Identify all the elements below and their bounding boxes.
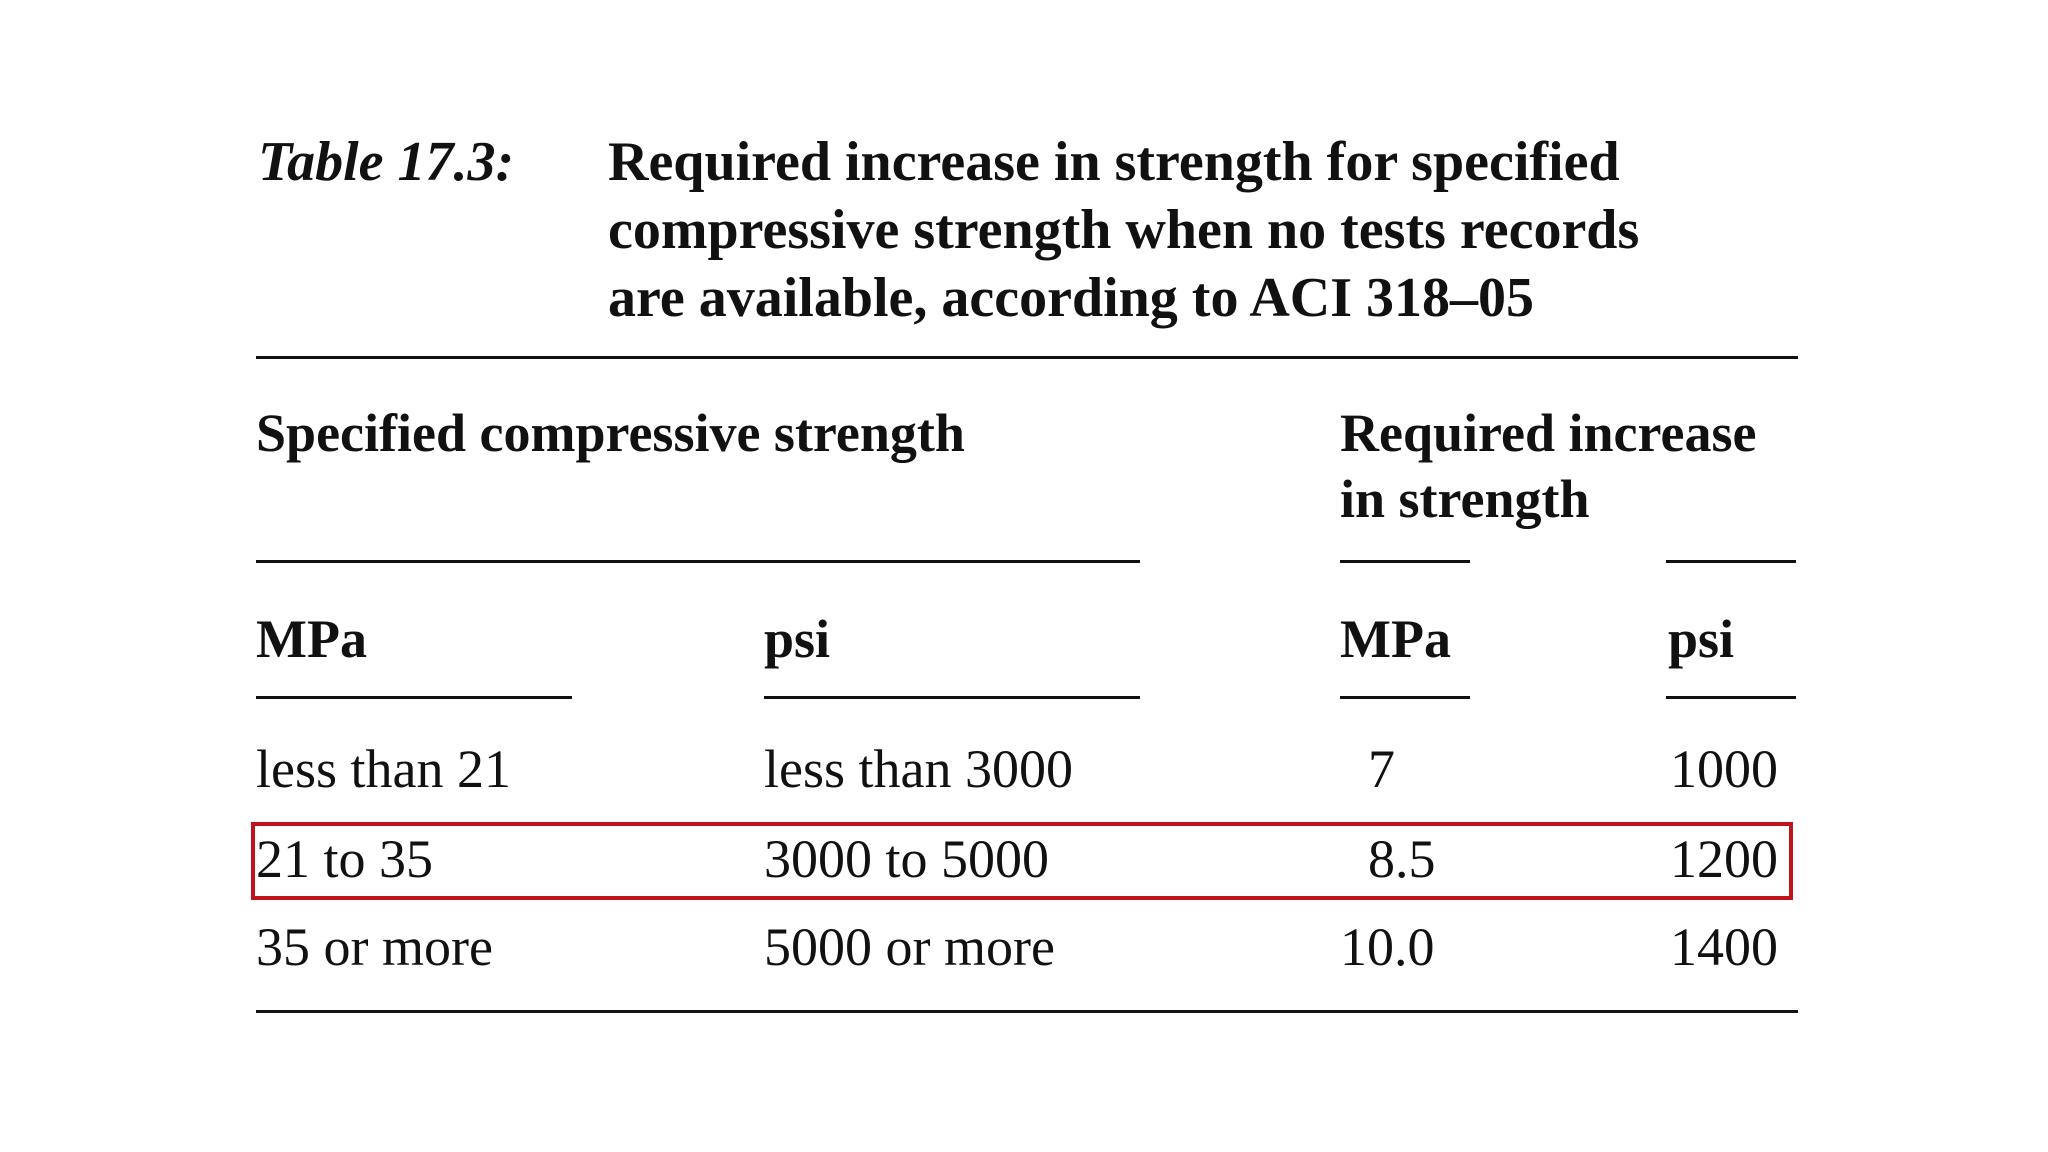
top-rule — [256, 356, 1798, 359]
table-caption-line-1: Required increase in strength for specif… — [608, 131, 1620, 193]
column-header-psi: psi — [764, 609, 831, 669]
column-rule-mpa — [256, 696, 572, 699]
table-row-3-mpa: 35 or more — [256, 917, 493, 977]
column-rule-increase-psi — [1666, 696, 1796, 699]
column-rule-increase-mpa — [1340, 696, 1470, 699]
group-rule-right-psi — [1666, 560, 1796, 563]
table-row-1-increase-psi: 1000 — [1670, 739, 1778, 799]
highlighted-row-box — [251, 822, 1793, 900]
table-row-2-psi: 3000 to 5000 — [764, 829, 1050, 889]
table-row-3-psi: 5000 or more — [764, 917, 1055, 977]
table-row-3-increase-psi: 1400 — [1670, 917, 1778, 977]
header-required-increase-line-2: in strength — [1340, 469, 1590, 529]
column-header-increase-mpa: MPa — [1340, 609, 1451, 669]
table-row-2-mpa: 21 to 35 — [256, 829, 434, 889]
table-row-1-mpa: less than 21 — [256, 739, 511, 799]
column-rule-psi — [764, 696, 1140, 699]
table-row-2-increase-mpa: 8.5 — [1368, 829, 1436, 889]
header-required-increase-line-1: Required increase — [1340, 403, 1757, 463]
table-row-1-psi: less than 3000 — [764, 739, 1073, 799]
table-caption-label: Table 17.3: — [258, 131, 515, 193]
column-header-mpa: MPa — [256, 609, 367, 669]
table-row-3-increase-mpa: 10.0 — [1340, 917, 1435, 977]
column-header-increase-psi: psi — [1668, 609, 1735, 669]
table-row-2-increase-psi: 1200 — [1670, 829, 1778, 889]
bottom-rule — [256, 1010, 1798, 1013]
table-row-1-increase-mpa: 7 — [1368, 739, 1395, 799]
table-caption-line-3: are available, according to ACI 318–05 — [608, 267, 1535, 329]
group-rule-left — [256, 560, 1140, 563]
table-caption-line-2: compressive strength when no tests recor… — [608, 199, 1640, 261]
header-specified-strength: Specified compressive strength — [256, 403, 965, 463]
group-rule-right-mpa — [1340, 560, 1470, 563]
